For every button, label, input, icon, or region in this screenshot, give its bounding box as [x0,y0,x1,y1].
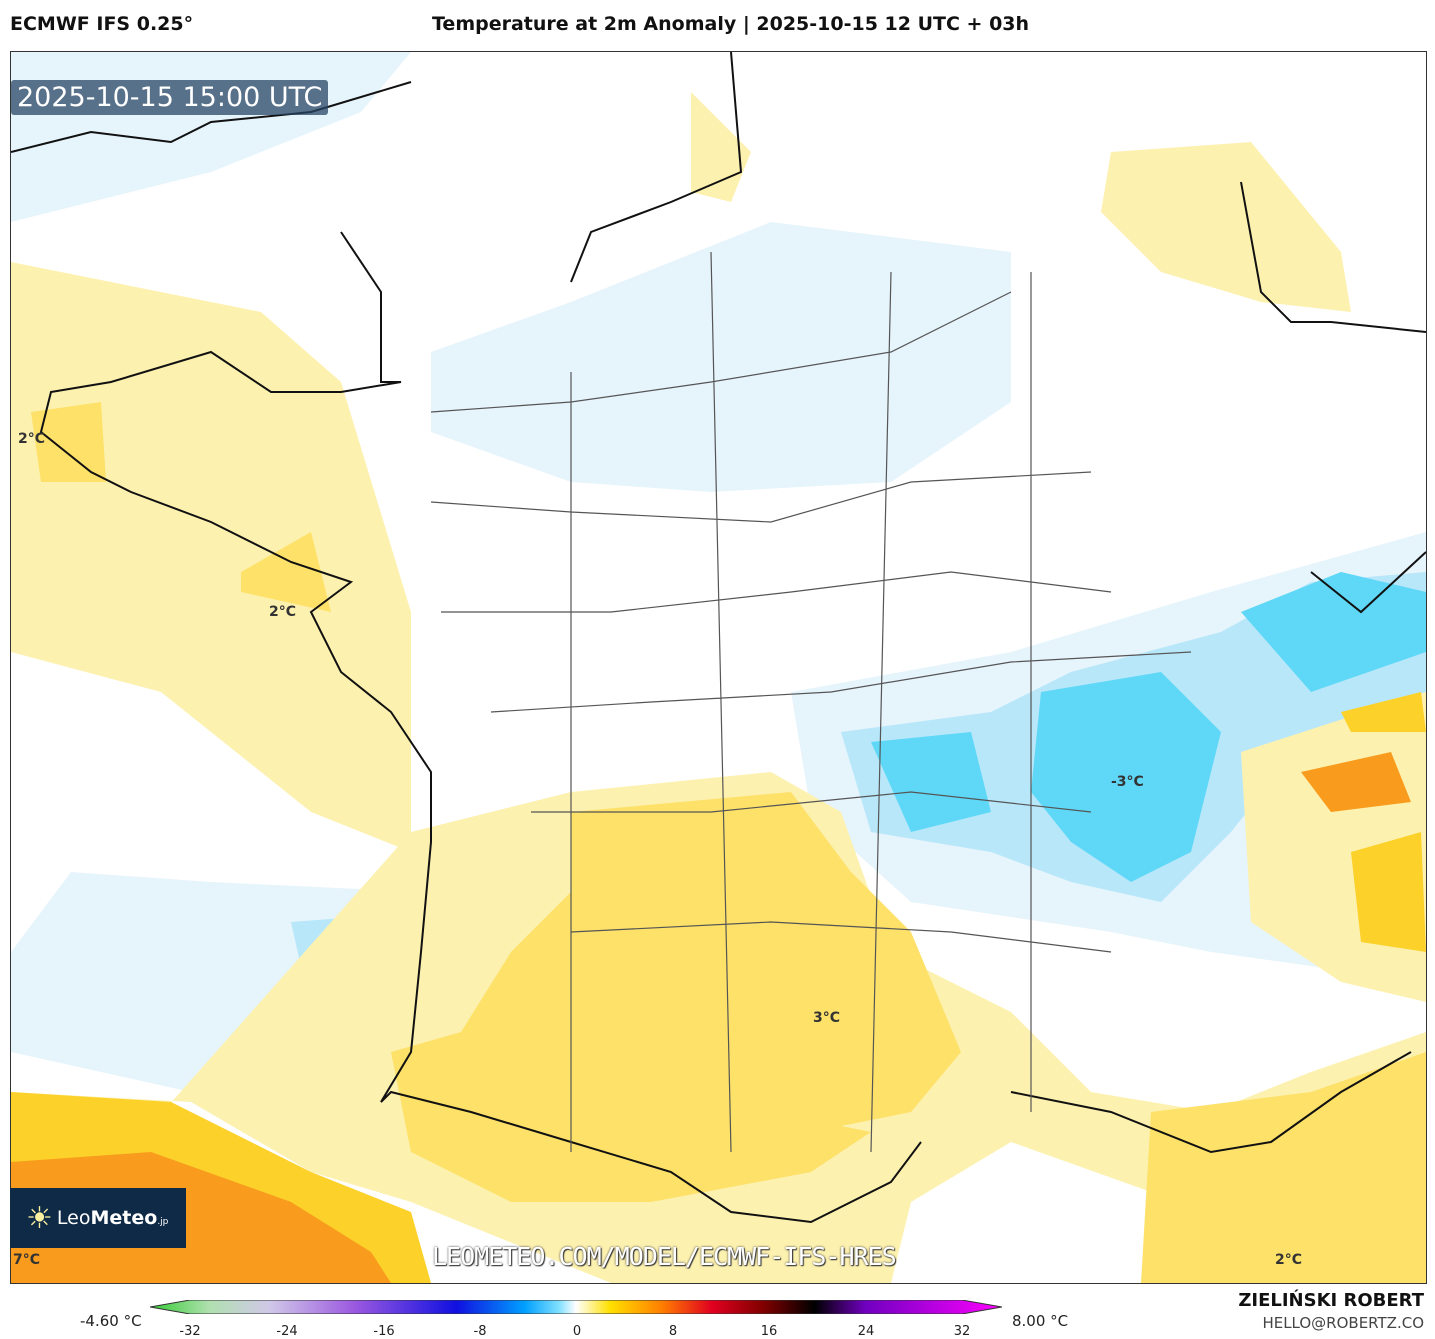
anomaly-map[interactable]: 2025-10-15 15:00 UTC 2°C 2°C 3°C -3°C 2°… [10,51,1427,1284]
colorbar-tick: 8 [668,1324,678,1339]
chart-title: Temperature at 2m Anomaly | 2025-10-15 1… [432,13,1030,35]
colorbar-tick: 32 [953,1324,971,1339]
region-borders [430,251,1192,1153]
contour-label: 3°C [813,1010,841,1026]
colorbar-tick: 16 [760,1324,778,1339]
contour-label: -3°C [1111,774,1144,790]
anomaly-fills [11,52,1426,1283]
colorbar-tick: 0 [572,1324,582,1339]
logo-text-meteo: Meteo [90,1207,158,1229]
contour-label: 2°C [269,604,297,620]
logo-text-suffix: .jp [157,1217,169,1227]
valid-time-stamp: 2025-10-15 15:00 UTC [11,80,329,115]
map-canvas [11,52,1426,1283]
sun-icon: ☀ [26,1200,53,1236]
colorbar-tick: -32 [179,1324,201,1339]
contour-label: 7°C [13,1252,41,1268]
colorbar-tick: -16 [373,1324,395,1339]
colorbar-tick: -8 [473,1324,487,1339]
logo-text-leo: Leo [56,1207,91,1229]
leometeo-logo: ☀ LeoMeteo.jp [10,1188,186,1248]
contour-label: 2°C [1275,1252,1303,1268]
colorbar-tick: 24 [857,1324,875,1339]
colorbar-tick: -24 [276,1324,298,1339]
colorbar [150,1300,1002,1314]
author-email: HELLO@ROBERTZ.CO [1262,1314,1424,1332]
model-name: ECMWF IFS 0.25° [10,13,194,35]
author-name: ZIELIŃSKI ROBERT [1238,1290,1424,1311]
colorbar-min-label: -4.60 °C [80,1312,142,1330]
colorbar-max-label: 8.00 °C [1012,1312,1069,1330]
model-url: LEOMETEO.COM/MODEL/ECMWF-IFS-HRES [432,1242,897,1271]
contour-label: 2°C [18,431,46,447]
